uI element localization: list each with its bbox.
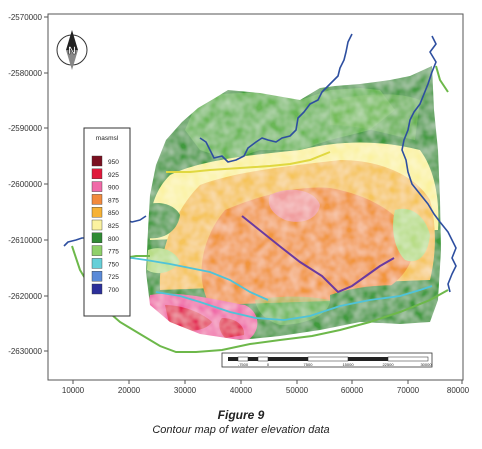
scale-label: 15000 <box>342 362 354 367</box>
legend-label: 950 <box>108 159 119 166</box>
legend-label: 875 <box>108 197 119 204</box>
channel-west <box>120 257 269 301</box>
x-tick-label: 30000 <box>174 386 197 395</box>
north-arrow-letter: N <box>68 45 76 57</box>
scale-label: 30000 <box>420 362 432 367</box>
legend-label: 825 <box>108 223 119 230</box>
legend-swatch <box>91 245 103 256</box>
contour-surface <box>146 66 441 340</box>
legend: masmsl 950 925 900 875 850 825 800 775 750 725 700 <box>83 127 131 317</box>
legend-swatch <box>91 283 103 295</box>
x-tick-label: 10000 <box>62 386 85 395</box>
river-north <box>199 33 353 163</box>
scale-bar: -7500 0 7500 15000 22500 30000 <box>221 352 433 368</box>
x-tick-label: 60000 <box>341 386 364 395</box>
y-tick-label: -2630000 <box>8 347 42 356</box>
legend-swatch <box>91 258 103 269</box>
y-tick-label: -2620000 <box>8 292 42 301</box>
x-axis: 10000 20000 30000 40000 50000 60000 7000… <box>62 380 470 395</box>
x-tick-label: 50000 <box>286 386 309 395</box>
y-tick-label: -2610000 <box>8 236 42 245</box>
legend-label: 925 <box>108 172 119 179</box>
legend-swatch <box>91 168 103 180</box>
legend-label: 775 <box>108 249 119 256</box>
north-arrow-icon: N <box>56 30 88 70</box>
channels <box>120 257 433 321</box>
y-tick-label: -2600000 <box>8 180 42 189</box>
legend-swatch <box>91 155 103 167</box>
legend-label: 800 <box>108 236 119 243</box>
scale-label: 7500 <box>304 362 314 367</box>
scale-label: -7500 <box>238 362 249 367</box>
x-tick-label: 80000 <box>447 386 470 395</box>
legend-swatch <box>91 194 103 205</box>
scale-label: 22500 <box>382 362 394 367</box>
legend-swatch <box>91 232 103 244</box>
legend-swatch <box>91 181 103 192</box>
x-tick-label: 40000 <box>230 386 253 395</box>
legend-swatch <box>91 219 103 231</box>
y-tick-label: -2590000 <box>8 124 42 133</box>
y-tick-label: -2570000 <box>8 13 42 22</box>
legend-label: 700 <box>108 287 119 294</box>
legend-swatch <box>91 271 103 282</box>
river-east <box>401 35 457 293</box>
legend-label: 850 <box>108 210 119 217</box>
legend-label: 750 <box>108 261 119 268</box>
road-green-ne <box>435 65 449 93</box>
figure-number: Figure 9 <box>217 408 265 422</box>
y-tick-label: -2580000 <box>8 69 42 78</box>
road-yellow <box>166 151 331 173</box>
x-tick-label: 20000 <box>118 386 141 395</box>
channel-main <box>155 285 433 321</box>
legend-swatch <box>91 206 103 218</box>
figure-caption: Contour map of water elevation data <box>152 424 330 436</box>
legend-label: 725 <box>108 274 119 281</box>
legend-label: 900 <box>108 185 119 192</box>
purple-line <box>241 215 395 294</box>
x-tick-label: 70000 <box>397 386 420 395</box>
scale-label: 0 <box>267 362 270 367</box>
y-axis: -2570000 -2580000 -2590000 -2600000 -261… <box>8 13 48 356</box>
legend-title: masmsl <box>96 135 119 142</box>
